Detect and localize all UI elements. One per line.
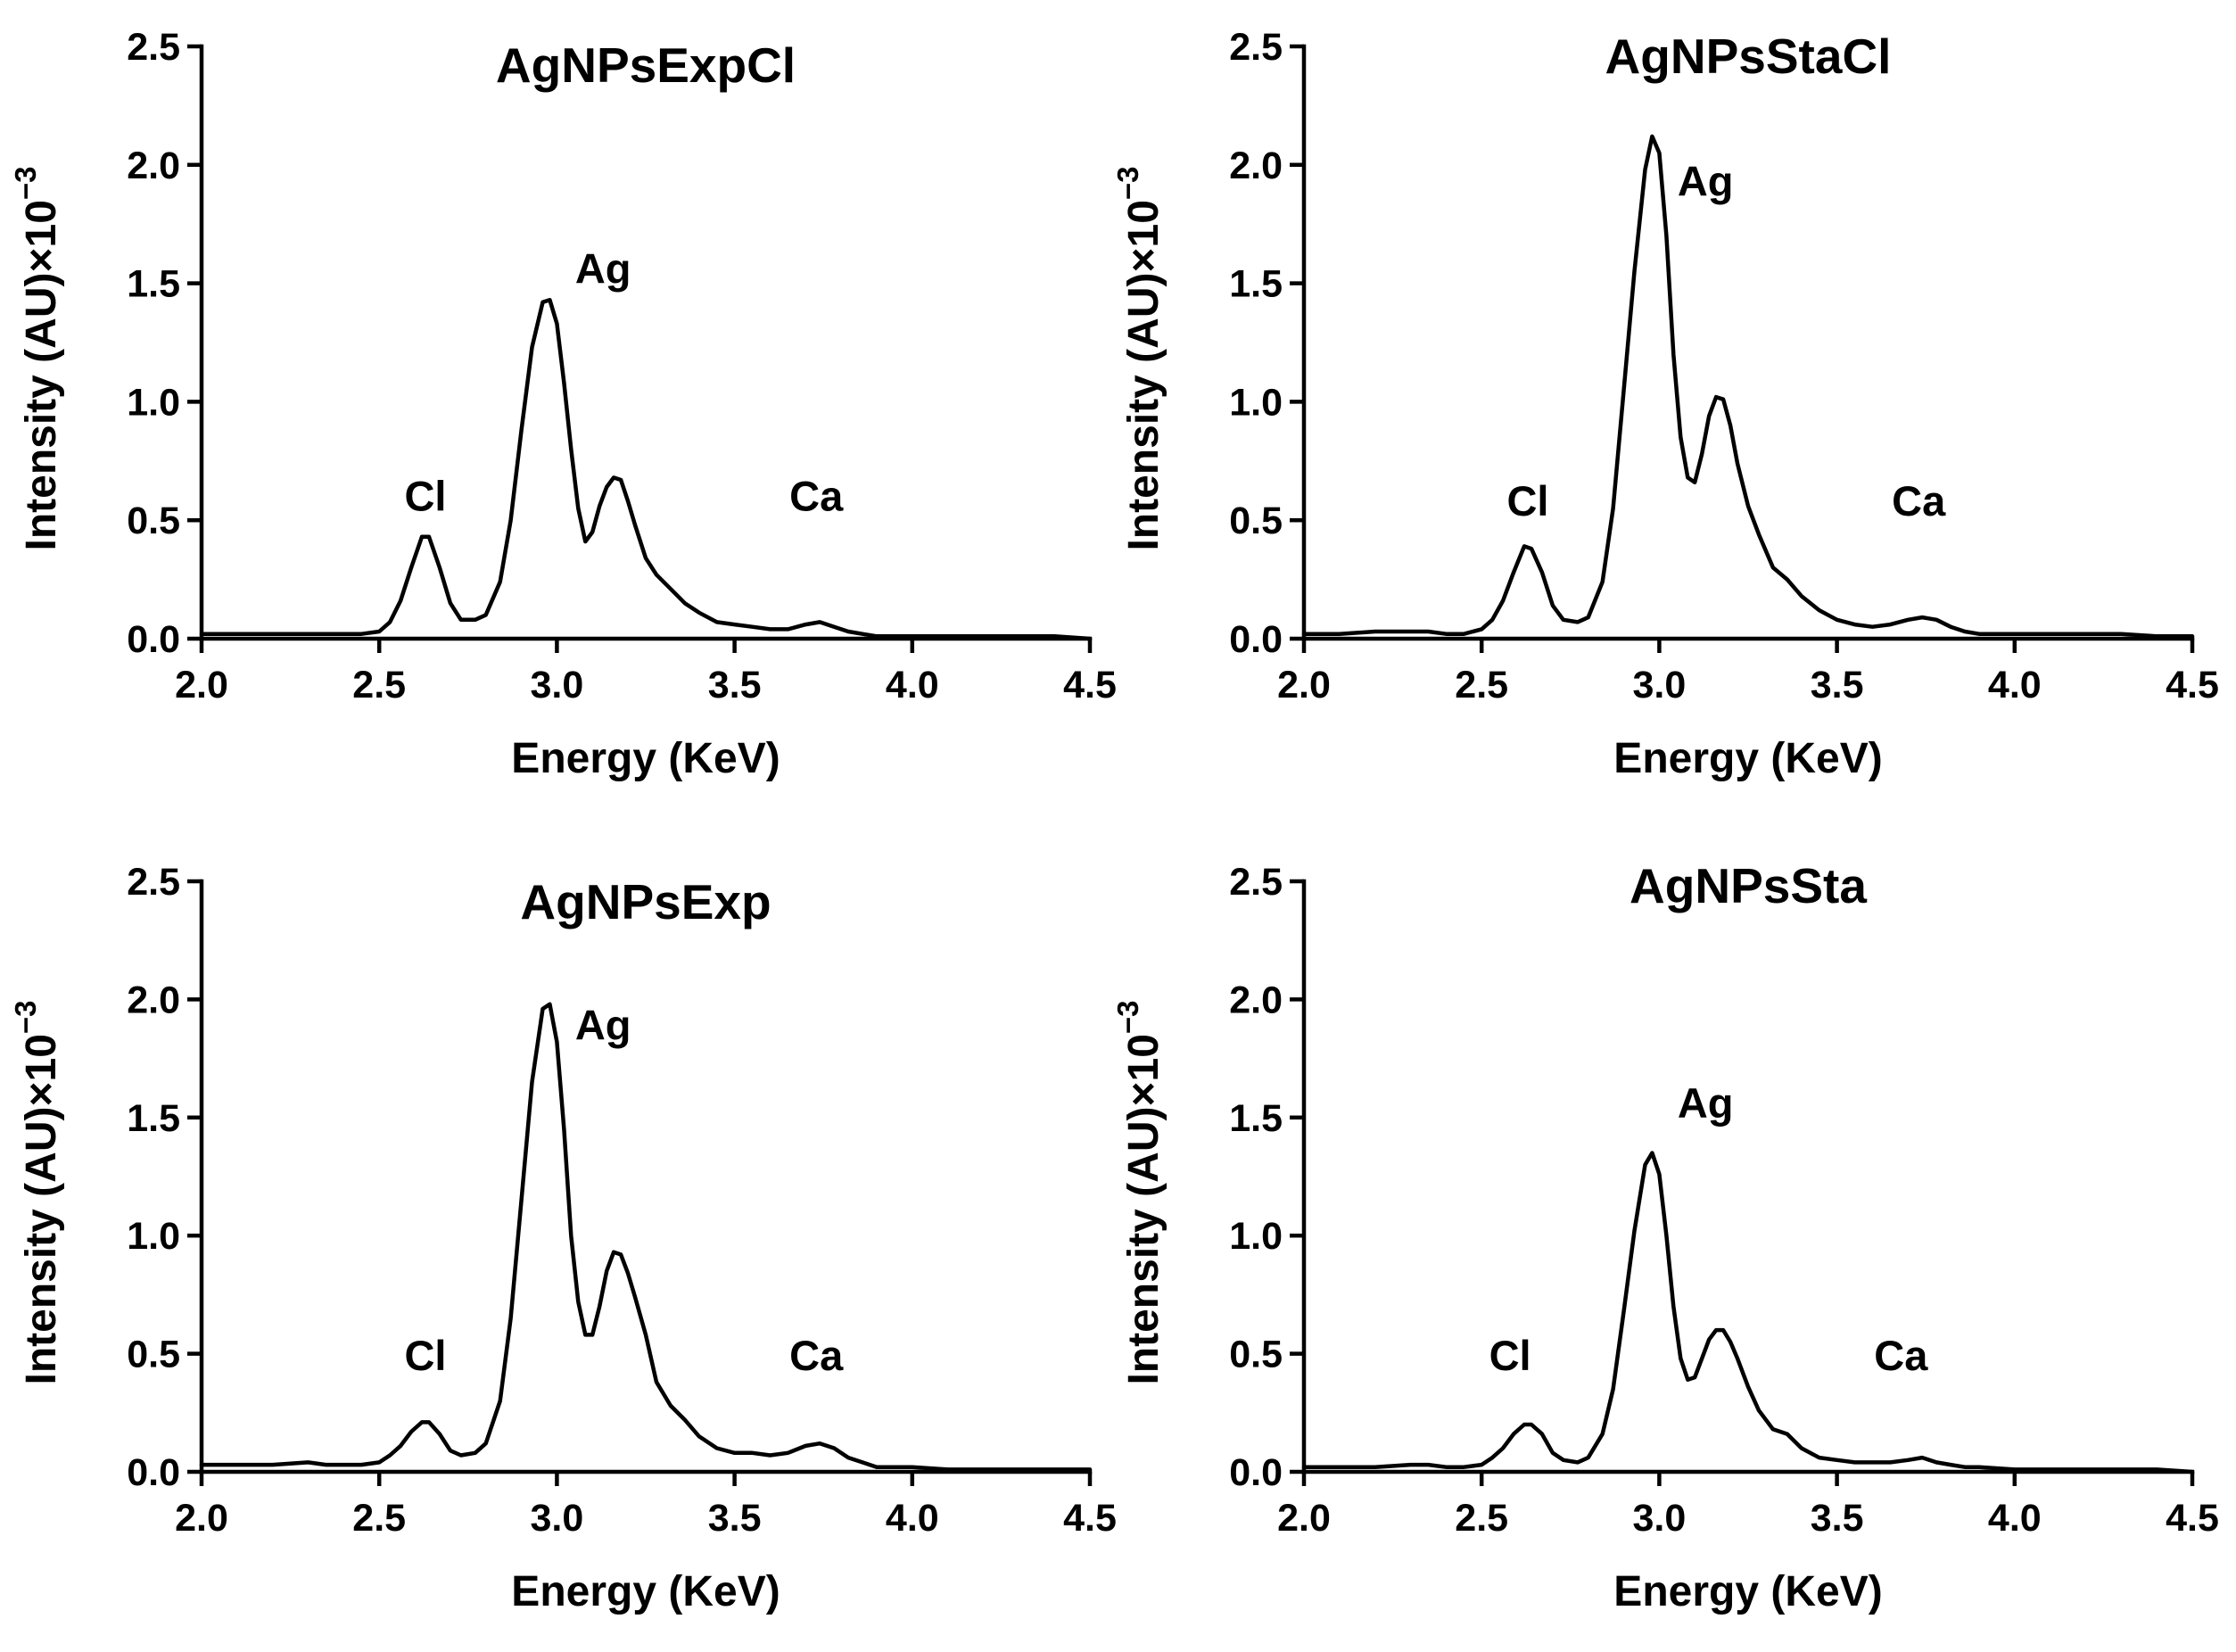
y-axis-title: Intensity (AU)×10−3 — [1111, 1000, 1168, 1384]
y-tick-label: 2.0 — [127, 145, 180, 187]
x-tick-label: 4.5 — [1063, 1497, 1117, 1540]
peak-label-ca: Ca — [789, 1332, 844, 1379]
chart-panel-2: 0.0 0.5 1.0 1.5 2.0 2.5 2.0 2.5 3.0 3.5 4.0 4.5 Ener… — [1111, 26, 2219, 782]
y-tick-label: 2.5 — [1229, 26, 1283, 69]
peak-label-ag: Ag — [575, 1001, 631, 1048]
x-axis-title: Energy (KeV) — [511, 1568, 780, 1615]
y-tick-label: 1.0 — [127, 381, 180, 424]
y-tick-label: 1.5 — [1229, 263, 1283, 306]
y-tick-label: 1.0 — [127, 1215, 180, 1258]
x-tick-label: 2.5 — [352, 664, 406, 706]
x-tick-label: 2.5 — [1455, 664, 1508, 706]
chart-title: AgNPsStaCl — [1605, 29, 1892, 84]
spectrum-line — [1301, 134, 2195, 639]
peak-label-cl: Cl — [404, 1332, 446, 1379]
peak-label-ca: Ca — [1892, 477, 1946, 525]
y-tick-label: 0.0 — [127, 1451, 180, 1494]
x-tick-label: 4.5 — [2166, 1497, 2219, 1540]
peak-label-cl: Cl — [404, 473, 446, 520]
chart-panel-4: 0.0 0.5 1.0 1.5 2.0 2.5 2.0 2.5 3.0 3.5 4.0 4.5 Ener… — [1111, 858, 2219, 1615]
x-tick-label: 3.5 — [1811, 664, 1864, 706]
y-axis-title: Intensity (AU)×10−3 — [1111, 166, 1168, 550]
chart-panel-3: 0.0 0.5 1.0 1.5 2.0 2.5 2.0 2.5 3.0 3.5 4.0 4.5 Ener… — [9, 861, 1117, 1615]
spectrum-line — [199, 1002, 1093, 1472]
x-tick-label: 2.0 — [1277, 1497, 1331, 1540]
y-tick-label: 1.0 — [1229, 381, 1283, 424]
y-tick-label: 2.5 — [127, 26, 180, 69]
chart-title: AgNPsExp — [520, 874, 771, 929]
y-axis-title-exponent: −3 — [9, 166, 42, 200]
y-tick-label: 0.5 — [1229, 500, 1283, 542]
x-tick-label: 4.0 — [886, 1497, 939, 1540]
y-axis-title-exponent: −3 — [1111, 166, 1144, 200]
x-tick-label: 3.5 — [708, 664, 762, 706]
x-tick-label: 4.5 — [1063, 664, 1117, 706]
y-tick-label: 2.5 — [1229, 861, 1283, 904]
peak-label-ca: Ca — [789, 473, 844, 520]
y-tick-label: 2.0 — [1229, 145, 1283, 187]
x-axis-title: Energy (KeV) — [1613, 1568, 1882, 1615]
y-tick-label: 0.0 — [1229, 1451, 1283, 1494]
y-tick-label: 0.0 — [127, 618, 180, 661]
spectrum-line — [1301, 1151, 2195, 1474]
y-tick-label: 0.0 — [1229, 618, 1283, 661]
x-tick-label: 2.0 — [175, 1497, 228, 1540]
peak-label-cl: Cl — [1489, 1332, 1531, 1379]
x-tick-label: 4.5 — [2166, 664, 2219, 706]
y-axis-title: Intensity (AU)×10−3 — [9, 166, 65, 550]
x-tick-label: 2.5 — [1455, 1497, 1508, 1540]
x-tick-label: 4.0 — [886, 664, 939, 706]
y-tick-label: 2.0 — [1229, 979, 1283, 1021]
y-tick-label: 1.5 — [1229, 1097, 1283, 1140]
peak-label-cl: Cl — [1506, 477, 1548, 525]
x-tick-label: 3.0 — [1633, 1497, 1687, 1540]
x-tick-label: 2.0 — [175, 664, 228, 706]
y-axis-title: Intensity (AU)×10−3 — [9, 1000, 65, 1384]
y-axis-title-exponent: −3 — [9, 1000, 42, 1034]
x-tick-label: 2.5 — [352, 1497, 406, 1540]
x-tick-label: 3.0 — [1633, 664, 1687, 706]
y-tick-label: 0.5 — [1229, 1334, 1283, 1376]
y-tick-label: 2.5 — [127, 861, 180, 904]
spectrum-line — [199, 297, 1093, 641]
x-tick-label: 4.0 — [1988, 664, 2042, 706]
y-axis-title-main: Intensity (AU)×10 — [18, 200, 65, 550]
x-tick-label: 3.5 — [1811, 1497, 1864, 1540]
peak-label-ag: Ag — [575, 245, 631, 293]
y-axis-title-main: Intensity (AU)×10 — [1120, 200, 1168, 550]
peak-label-ca: Ca — [1874, 1332, 1928, 1379]
y-tick-label: 0.5 — [127, 500, 180, 542]
chart-title: AgNPsSta — [1630, 858, 1867, 913]
x-tick-label: 2.0 — [1277, 664, 1331, 706]
peak-label-ag: Ag — [1678, 157, 1734, 204]
y-axis-title-main: Intensity (AU)×10 — [18, 1034, 65, 1384]
y-tick-label: 0.5 — [127, 1334, 180, 1376]
x-tick-label: 3.0 — [531, 664, 584, 706]
y-tick-label: 1.5 — [127, 263, 180, 306]
x-axis-title: Energy (KeV) — [511, 735, 780, 782]
y-tick-label: 1.0 — [1229, 1215, 1283, 1258]
x-tick-label: 3.0 — [531, 1497, 584, 1540]
y-tick-label: 1.5 — [127, 1097, 180, 1140]
y-axis-title-main: Intensity (AU)×10 — [1120, 1034, 1168, 1384]
y-tick-label: 2.0 — [127, 979, 180, 1021]
peak-label-ag: Ag — [1678, 1079, 1734, 1127]
x-tick-label: 4.0 — [1988, 1497, 2042, 1540]
chart-title: AgNPsExpCl — [496, 37, 796, 93]
x-tick-label: 3.5 — [708, 1497, 762, 1540]
y-axis-title-exponent: −3 — [1111, 1000, 1144, 1034]
x-axis-title: Energy (KeV) — [1613, 735, 1882, 782]
chart-panel-1: 0.0 0.5 1.0 1.5 2.0 2.5 2.0 2.5 3.0 3.5 4.0 4.5 Ener… — [9, 26, 1117, 782]
